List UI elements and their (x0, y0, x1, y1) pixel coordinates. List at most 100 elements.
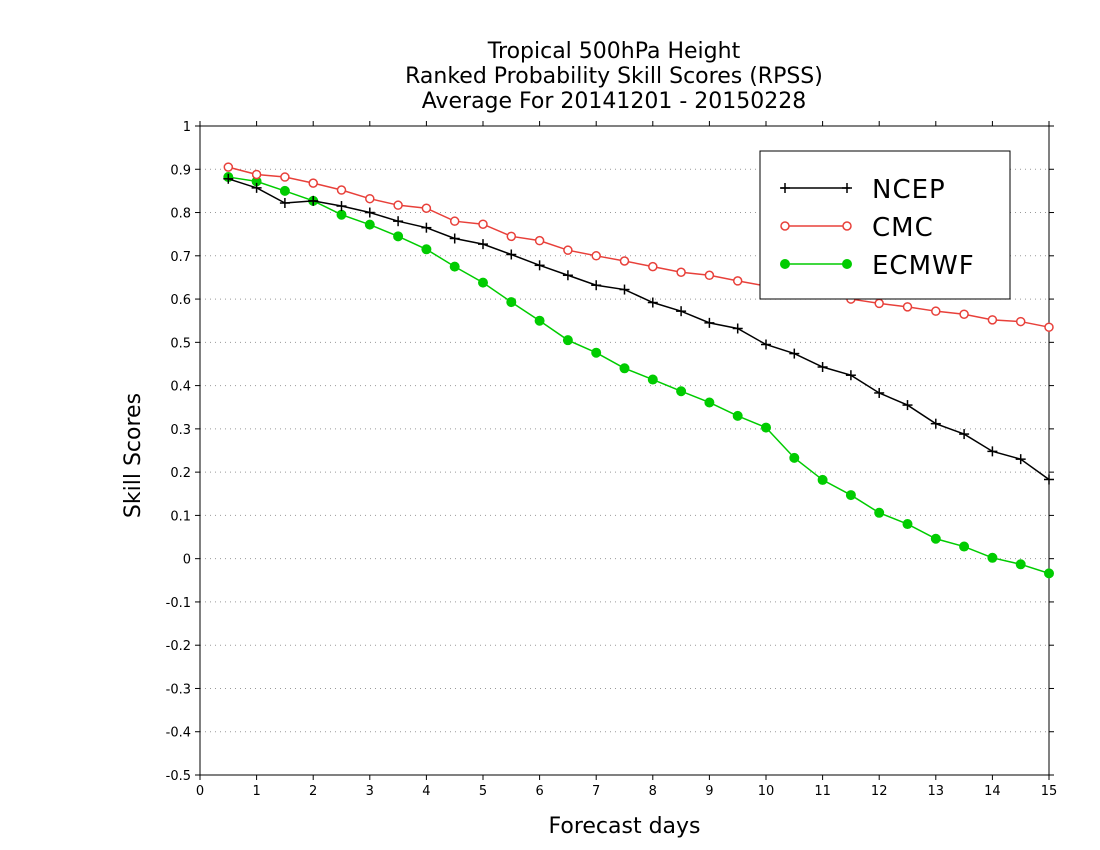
data-point-ecmwf (732, 410, 743, 421)
x-tick-label: 9 (705, 784, 713, 799)
x-tick-label: 14 (984, 784, 1001, 799)
legend-label: NCEP (872, 175, 946, 205)
x-tick-label: 7 (592, 784, 600, 799)
data-point-cmc (421, 203, 432, 213)
data-point-cmc (280, 172, 290, 182)
data-point-ecmwf (874, 507, 885, 518)
data-point-ecmwf (364, 219, 375, 230)
data-point-ncep (251, 182, 262, 193)
data-point-ncep (1044, 474, 1054, 485)
data-point-cmc (874, 298, 884, 309)
data-point-ecmwf (845, 490, 856, 501)
x-tick-label: 1 (252, 784, 260, 799)
plot-frame (199, 125, 1050, 776)
y-tick-label: 0.1 (170, 509, 191, 524)
data-point-ncep (902, 400, 913, 411)
data-point-ecmwf (421, 244, 432, 255)
data-point-ncep (676, 306, 687, 317)
data-point-ecmwf (987, 552, 998, 563)
y-tick-label: 0.7 (170, 250, 191, 265)
data-point-cmc (902, 302, 913, 312)
y-tick-label: 0.3 (170, 423, 191, 438)
data-point-ecmwf (930, 533, 941, 544)
data-point-ecmwf (279, 185, 290, 196)
data-point-cmc (308, 178, 318, 188)
x-tick-label: 15 (1041, 784, 1058, 799)
y-axis: -0.5 -0.4 -0.3 -0.2 -0.1 0 0.1 0.2 0.3 0.4 0.5 0.6 0… (166, 120, 1054, 784)
data-point-cmc (563, 245, 573, 255)
data-point-ecmwf (336, 209, 347, 220)
x-tick-label: 0 (196, 784, 204, 799)
data-point-ncep (223, 173, 234, 184)
data-point-ecmwf (449, 261, 460, 272)
x-tick-label: 5 (479, 784, 487, 799)
data-point-ncep (704, 317, 715, 328)
data-point-cmc (987, 315, 998, 325)
data-point-cmc (393, 200, 403, 210)
data-point-ncep (647, 297, 658, 308)
y-tick-label: 0.5 (170, 336, 191, 351)
data-point-cmc (506, 231, 517, 242)
data-point-ncep (279, 198, 290, 209)
data-point-cmc (732, 276, 743, 286)
data-point-cmc (1015, 316, 1026, 327)
title-line: Tropical 500hPa Height (487, 39, 741, 64)
data-point-ncep (421, 222, 432, 233)
x-tick-label: 3 (366, 784, 374, 799)
data-point-ecmwf (619, 363, 630, 374)
data-point-ecmwf (789, 452, 800, 463)
data-point-ecmwf (902, 519, 913, 530)
series-ecmwf (223, 172, 1054, 579)
x-tick-label: 2 (309, 784, 317, 799)
y-tick-label: 0.8 (170, 207, 191, 222)
data-point-cmc (704, 270, 715, 281)
data-point-ecmwf (676, 386, 687, 397)
data-point-ncep (845, 370, 856, 381)
series-line-cmc (228, 166, 1050, 328)
data-point-ncep (336, 201, 347, 212)
data-point-cmc (449, 216, 460, 226)
legend-marker (780, 259, 790, 269)
data-point-cmc (251, 169, 262, 180)
x-axis-label: Forecast days (548, 814, 700, 839)
data-point-cmc (534, 235, 545, 246)
data-point-ncep (959, 429, 970, 440)
data-point-cmc (676, 267, 686, 277)
data-point-cmc (1044, 322, 1054, 332)
series-layer (223, 162, 1054, 579)
y-tick-label: 0.6 (170, 293, 191, 308)
data-point-ecmwf (704, 397, 715, 408)
legend-label: ECMWF (872, 251, 975, 281)
data-point-ecmwf (1015, 559, 1026, 570)
data-point-ecmwf (506, 297, 517, 308)
y-tick-label: -0.5 (166, 769, 191, 784)
y-tick-label: 1 (183, 120, 191, 135)
data-point-ncep (732, 323, 743, 334)
data-point-ncep (393, 216, 404, 227)
legend-marker (842, 183, 852, 193)
data-point-ncep (619, 284, 630, 295)
data-point-ecmwf (647, 374, 658, 385)
legend: NCEP CMC ECMWF (759, 150, 1011, 300)
y-tick-label: -0.3 (166, 682, 191, 697)
data-point-ncep (506, 249, 517, 260)
title-line: Ranked Probability Skill Scores (RPSS) (405, 64, 823, 89)
series-ncep (223, 173, 1054, 485)
data-point-ncep (874, 387, 885, 398)
legend-marker (780, 183, 790, 193)
data-point-ecmwf (1044, 568, 1054, 579)
data-point-ncep (817, 361, 828, 372)
data-point-cmc (931, 306, 941, 316)
legend-label: CMC (872, 213, 934, 243)
data-point-cmc (619, 256, 630, 266)
data-point-ncep (364, 207, 375, 218)
legend-marker (842, 221, 852, 231)
y-tick-label: -0.2 (166, 639, 191, 654)
x-tick-label: 11 (814, 784, 831, 799)
y-tick-label: 0.2 (170, 466, 191, 481)
data-point-cmc (478, 219, 488, 229)
x-tick-label: 12 (871, 784, 888, 799)
data-point-ecmwf (562, 335, 573, 346)
x-tick-label: 10 (758, 784, 775, 799)
